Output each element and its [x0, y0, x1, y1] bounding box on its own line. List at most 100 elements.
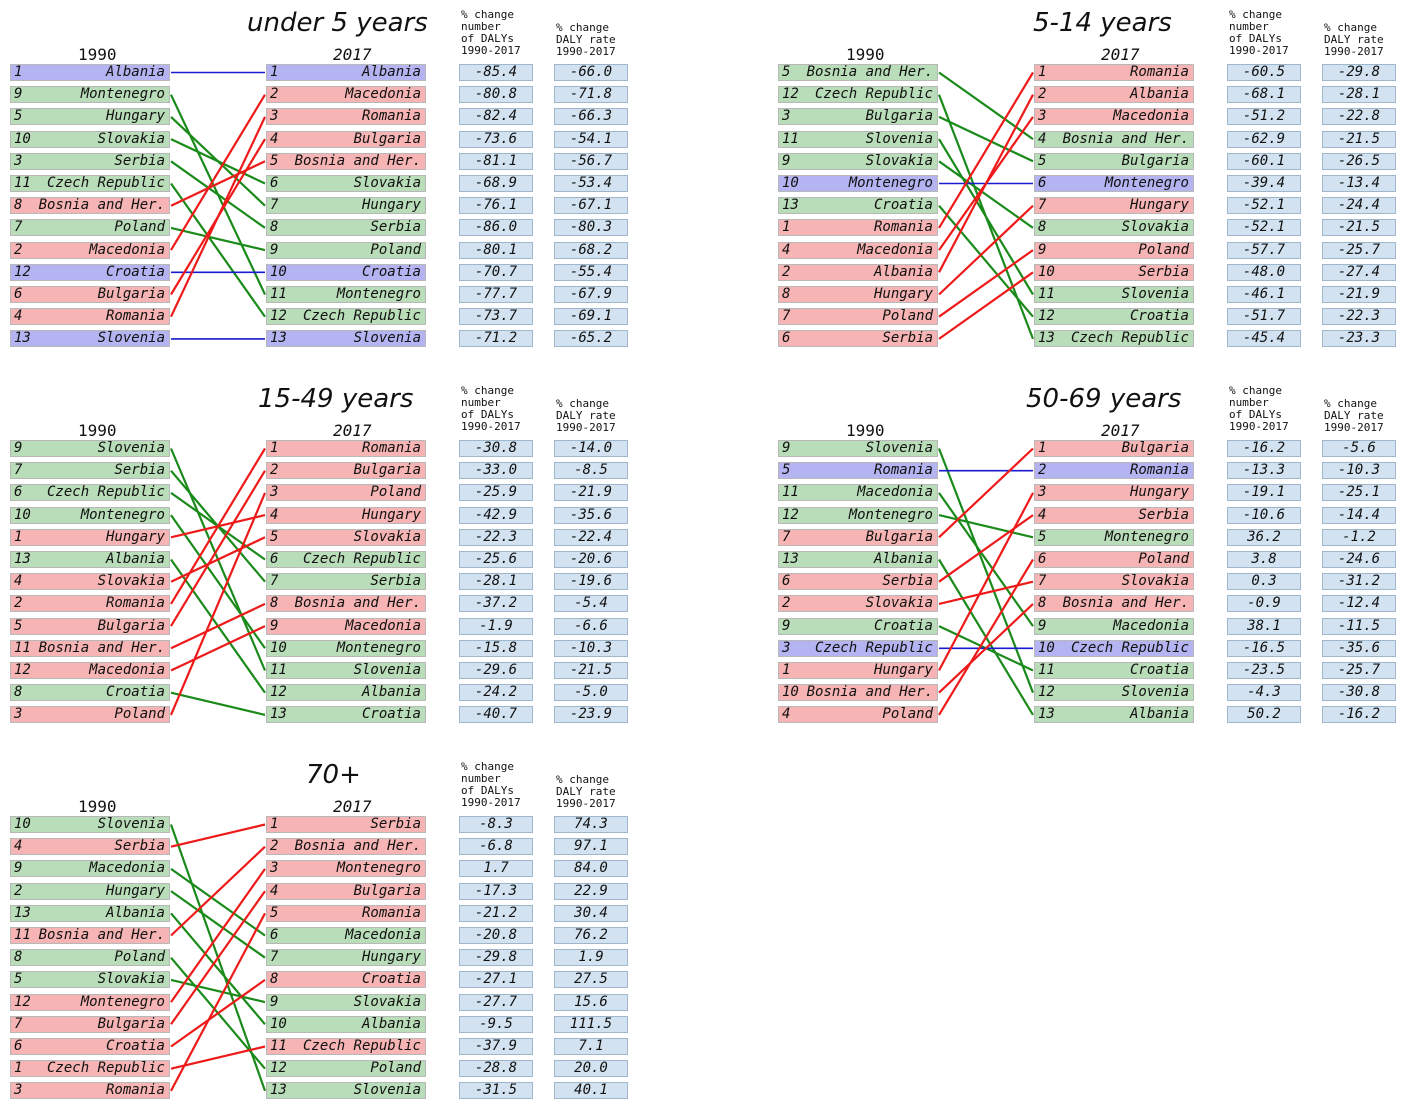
rank-1990-box: 9 Croatia — [778, 618, 938, 635]
rank-2017-box: 3 Romania — [266, 108, 426, 125]
dalys-change-value: -57.7 — [1227, 242, 1301, 259]
rank-2017-box: 8 Slovakia — [1034, 219, 1194, 236]
rank-1990-box: 12 Montenegro — [778, 507, 938, 524]
rank-value: 6 — [270, 552, 278, 567]
rank-1990-box: 1 Hungary — [10, 529, 170, 546]
rank-value: 7 — [782, 530, 790, 545]
rate-change-value: -20.6 — [554, 551, 628, 568]
rank-2017-box: 13 Slovenia — [266, 330, 426, 347]
country-name: Slovenia — [354, 331, 421, 346]
rate-change-value: -11.5 — [1322, 618, 1396, 635]
rank-value: 7 — [14, 220, 22, 235]
rank-2017-box: 9 Macedonia — [266, 618, 426, 635]
rate-change-value: -23.3 — [1322, 330, 1396, 347]
country-name: Montenegro — [81, 87, 165, 102]
country-name: Slovenia — [866, 132, 933, 147]
rank-2017-box: 11 Croatia — [1034, 662, 1194, 679]
country-name: Slovakia — [98, 574, 165, 589]
rank-2017-box: 7 Hungary — [266, 197, 426, 214]
dalys-change-value: -46.1 — [1227, 286, 1301, 303]
rank-2017-box: 10 Albania — [266, 1016, 426, 1033]
rate-change-value: 40.1 — [554, 1082, 628, 1099]
dalys-change-value: -42.9 — [459, 507, 533, 524]
rate-change-value: 30.4 — [554, 905, 628, 922]
dalys-change-value: -71.2 — [459, 330, 533, 347]
country-name: Bosnia and Her. — [295, 839, 421, 854]
country-name: Slovenia — [1122, 287, 1189, 302]
rank-1990-box: 6 Bulgaria — [10, 286, 170, 303]
rank-2017-box: 5 Bosnia and Her. — [266, 153, 426, 170]
country-name: Macedonia — [345, 87, 421, 102]
rank-value: 7 — [270, 198, 278, 213]
rank-1990-box: 7 Poland — [778, 308, 938, 325]
rank-1990-box: 13 Slovenia — [10, 330, 170, 347]
dalys-change-value: -21.2 — [459, 905, 533, 922]
country-name: Poland — [370, 1061, 421, 1076]
country-name: Czech Republic — [47, 176, 165, 191]
rank-value: 11 — [14, 641, 31, 656]
rank-1990-box: 2 Romania — [10, 595, 170, 612]
rank-value: 11 — [14, 928, 31, 943]
rank-2017-box: 13 Albania — [1034, 706, 1194, 723]
rank-value: 1 — [1038, 441, 1046, 456]
rank-1990-box: 10 Montenegro — [10, 507, 170, 524]
rank-value: 10 — [14, 132, 31, 147]
dalys-change-value: -1.9 — [459, 618, 533, 635]
dalys-change-value: -52.1 — [1227, 197, 1301, 214]
dalys-change-value: -73.6 — [459, 131, 533, 148]
country-name: Macedonia — [1113, 619, 1189, 634]
rate-change-value: -21.5 — [1322, 131, 1396, 148]
rank-value: 3 — [14, 1083, 22, 1098]
rank-1990-box: 7 Bulgaria — [10, 1016, 170, 1033]
dalys-change-value: -10.6 — [1227, 507, 1301, 524]
dalys-change-value: -86.0 — [459, 219, 533, 236]
rank-value: 9 — [782, 441, 790, 456]
country-name: Poland — [1138, 552, 1189, 567]
rate-change-value: -23.9 — [554, 706, 628, 723]
rate-change-value: -31.2 — [1322, 573, 1396, 590]
rank-value: 6 — [14, 287, 22, 302]
rank-value: 3 — [14, 707, 22, 722]
country-name: Bosnia and Her. — [39, 928, 165, 943]
country-name: Poland — [114, 950, 165, 965]
rank-value: 1 — [14, 65, 22, 80]
rank-value: 11 — [270, 663, 287, 678]
rate-change-value: -67.1 — [554, 197, 628, 214]
dalys-change-value: -77.7 — [459, 286, 533, 303]
country-name: Macedonia — [1113, 109, 1189, 124]
rank-1990-box: 11 Bosnia and Her. — [10, 640, 170, 657]
rank-connector-line — [171, 847, 265, 936]
rate-change-value: 76.2 — [554, 927, 628, 944]
country-name: Slovakia — [866, 154, 933, 169]
rank-value: 11 — [14, 176, 31, 191]
rank-value: 9 — [1038, 619, 1046, 634]
dalys-change-value: -16.5 — [1227, 640, 1301, 657]
country-name: Croatia — [362, 972, 421, 987]
rate-change-value: -13.4 — [1322, 175, 1396, 192]
country-name: Romania — [106, 596, 165, 611]
dalys-change-value: 38.1 — [1227, 618, 1301, 635]
rank-value: 5 — [1038, 530, 1046, 545]
rank-value: 6 — [270, 928, 278, 943]
rank-value: 5 — [270, 154, 278, 169]
rank-1990-box: 13 Croatia — [778, 197, 938, 214]
rank-1990-box: 8 Croatia — [10, 684, 170, 701]
country-name: Hungary — [874, 663, 933, 678]
dalys-change-value: -40.7 — [459, 706, 533, 723]
rank-value: 3 — [1038, 485, 1046, 500]
rank-2017-box: 5 Bulgaria — [1034, 153, 1194, 170]
rate-change-value: 22.9 — [554, 883, 628, 900]
rank-value: 4 — [270, 132, 278, 147]
dalys-change-value: -82.4 — [459, 108, 533, 125]
rank-1990-box: 5 Hungary — [10, 108, 170, 125]
country-name: Macedonia — [89, 861, 165, 876]
rate-change-value: -66.0 — [554, 64, 628, 81]
country-name: Croatia — [874, 198, 933, 213]
rank-value: 8 — [14, 198, 22, 213]
rate-change-value: -5.4 — [554, 595, 628, 612]
country-name: Romania — [874, 463, 933, 478]
rank-2017-box: 10 Montenegro — [266, 640, 426, 657]
rank-value: 4 — [782, 243, 790, 258]
rank-value: 6 — [782, 574, 790, 589]
country-name: Montenegro — [1105, 530, 1189, 545]
